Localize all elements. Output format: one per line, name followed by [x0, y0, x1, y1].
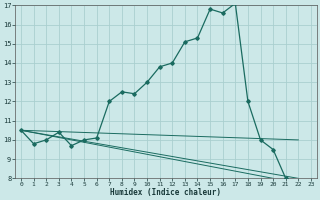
X-axis label: Humidex (Indice chaleur): Humidex (Indice chaleur) [110, 188, 221, 197]
